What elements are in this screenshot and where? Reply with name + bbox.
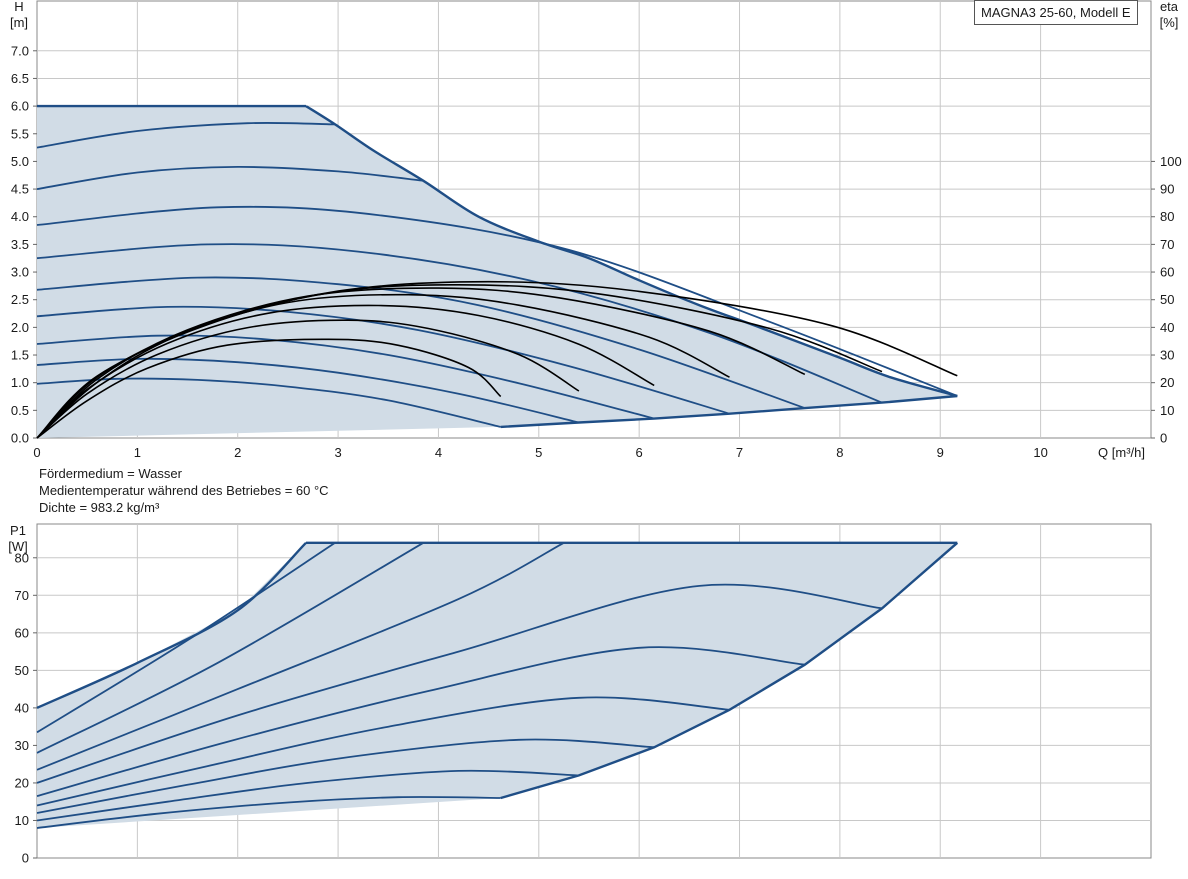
y-tick-label: 10: [15, 813, 29, 828]
performance-curve: [36, 796, 501, 829]
performance-curve: [36, 542, 565, 771]
y2-tick-label: 0: [1160, 431, 1167, 446]
y2-tick-label: 100: [1160, 154, 1182, 169]
max-speed-power-curve: [36, 541, 307, 709]
y-tick-label: 40: [15, 700, 29, 715]
performance-curve: [36, 377, 501, 428]
efficiency-curve: [36, 338, 502, 439]
performance-curve: [36, 243, 883, 404]
y2-tick-label: 50: [1160, 292, 1174, 307]
y-tick-label: 2.0: [11, 320, 29, 335]
y-tick-label: 2.5: [11, 292, 29, 307]
efficiency-curve: [36, 293, 730, 439]
y-tick-label: 3.0: [11, 265, 29, 280]
head-chart: 0.0 0.5 1.0 1.5 2.0 2.5 3.0 3.5 4.0 4.5 5.0 5.5 6.0 6…: [10, 0, 1182, 460]
performance-curve: [36, 542, 424, 754]
max-speed-curve: [305, 105, 958, 398]
performance-curve: [36, 357, 580, 424]
x-tick-label: 0: [33, 445, 40, 460]
note-temperature: Medientemperatur während des Betriebes =…: [39, 483, 329, 498]
y-tick-label: 6.0: [11, 99, 29, 114]
performance-curve: [36, 542, 336, 734]
performance-curve: [36, 334, 655, 420]
min-speed-line: [500, 394, 958, 429]
y-tick-label: 5.0: [11, 154, 29, 169]
performance-curve: [36, 121, 336, 149]
y-tick-label: 3.5: [11, 237, 29, 252]
x-tick-label: 4: [435, 445, 442, 460]
y-tick-label: 60: [15, 625, 29, 640]
operating-area: [37, 106, 958, 438]
p1-axis-unit: [W]: [8, 539, 28, 554]
x-axis-title: Q [m³/h]: [1098, 445, 1145, 460]
performance-curve: [36, 205, 958, 397]
y-tick-label: 50: [15, 663, 29, 678]
y-tick-label: 5.5: [11, 126, 29, 141]
y-axis-unit: [m]: [10, 15, 28, 30]
efficiency-curve: [36, 319, 580, 439]
y-tick-label: 1.0: [11, 375, 29, 390]
x-tick-label: 8: [836, 445, 843, 460]
x-tick-label: 7: [736, 445, 743, 460]
operating-area: [37, 542, 958, 828]
y-axis-title: H: [14, 0, 23, 14]
x-tick-label: 6: [636, 445, 643, 460]
y2-tick-label: 10: [1160, 403, 1174, 418]
efficiency-curve: [36, 287, 806, 439]
y-tick-label: 0: [22, 851, 29, 866]
model-label: MAGNA3 25-60, Modell E: [974, 0, 1138, 25]
x-tick-label: 5: [535, 445, 542, 460]
power-chart: 0 10 20 30 40 50 60 70 80 P1[W]: [8, 523, 1152, 866]
y-tick-label: 4.5: [11, 182, 29, 197]
y-tick-label: 4.0: [11, 209, 29, 224]
note-medium: Fördermedium = Wasser: [39, 466, 182, 481]
y-tick-label: 0.0: [11, 431, 29, 446]
y-tick-label: 7.0: [11, 43, 29, 58]
y2-tick-label: 70: [1160, 237, 1174, 252]
performance-curve: [36, 583, 883, 784]
y-tick-label: 1.5: [11, 348, 29, 363]
y-tick-label: 0.5: [11, 403, 29, 418]
x-tick-label: 9: [937, 445, 944, 460]
x-tick-label: 10: [1033, 445, 1047, 460]
efficiency-curve: [36, 280, 958, 439]
performance-curve: [36, 696, 730, 807]
performance-curve: [36, 276, 806, 409]
y-tick-label: 30: [15, 738, 29, 753]
note-density: Dichte = 983.2 kg/m³: [39, 500, 160, 515]
x-tick-label: 1: [134, 445, 141, 460]
y-tick-label: 20: [15, 775, 29, 790]
y2-tick-label: 90: [1160, 182, 1174, 197]
y2-axis-unit: [%]: [1160, 15, 1179, 30]
y2-tick-label: 80: [1160, 209, 1174, 224]
y2-tick-label: 30: [1160, 348, 1174, 363]
y2-tick-label: 60: [1160, 265, 1174, 280]
min-power-line: [500, 541, 959, 800]
y-tick-label: 70: [15, 588, 29, 603]
x-tick-label: 2: [234, 445, 241, 460]
y2-tick-label: 40: [1160, 320, 1174, 335]
performance-curve: [36, 646, 805, 797]
performance-curve: [36, 738, 655, 814]
p1-axis-title: P1: [10, 523, 26, 538]
performance-curve: [36, 165, 424, 190]
y2-tick-label: 20: [1160, 375, 1174, 390]
performance-curve: [36, 769, 579, 822]
y-tick-label: 80: [15, 550, 29, 565]
x-tick-label: 3: [334, 445, 341, 460]
y2-axis-title: eta: [1160, 0, 1179, 14]
y-tick-label: 6.5: [11, 71, 29, 86]
